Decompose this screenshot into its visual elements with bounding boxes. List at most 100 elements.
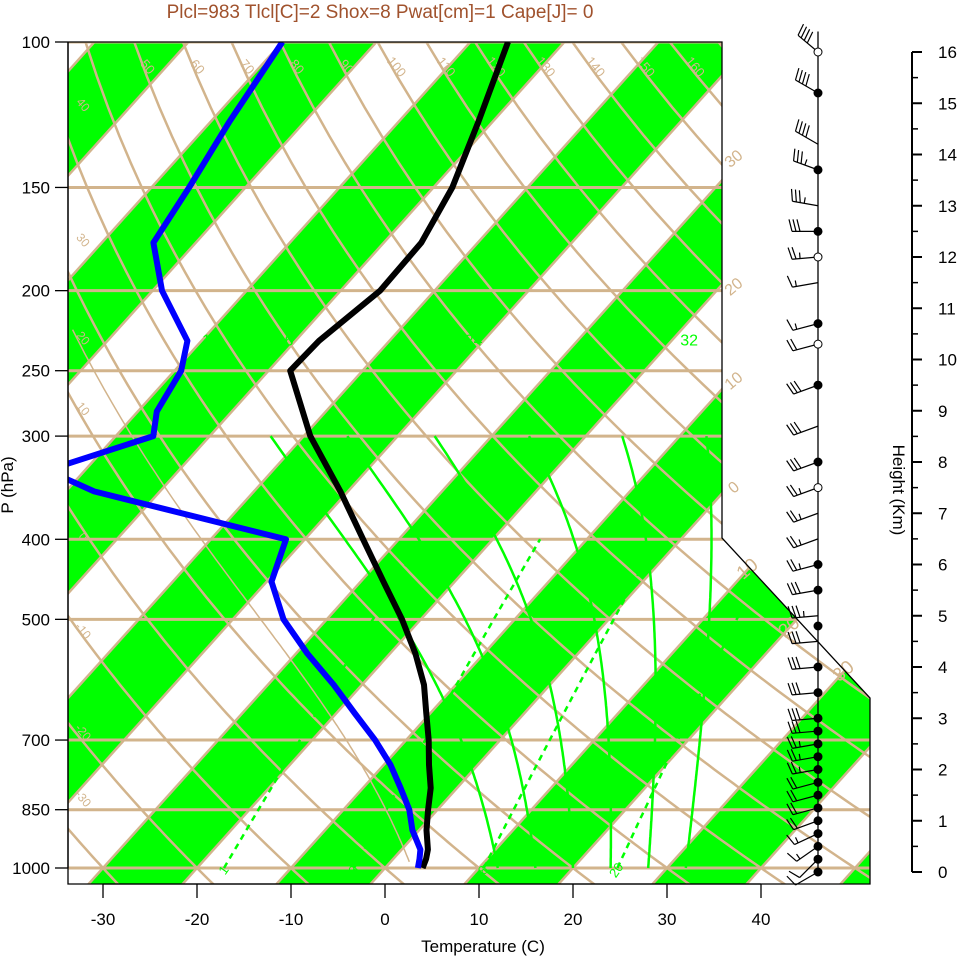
wind-barb-flag: [793, 457, 802, 469]
height-axis-label: Height (Km): [889, 445, 908, 536]
wind-marker: [813, 841, 823, 851]
moist-adiabat-label: 16: [276, 333, 294, 350]
wind-barb-flag: [786, 736, 793, 749]
wind-barb-staff: [792, 640, 819, 645]
y-tick-label: 500: [22, 610, 50, 629]
wind-barb-flag: [789, 382, 798, 393]
wind-barb-flag: [801, 123, 807, 136]
wind-marker: [813, 854, 823, 864]
temperature-band: [68, 42, 565, 884]
wind-barb-flag: [795, 656, 801, 669]
wind-barb-flag: [797, 23, 805, 36]
mixing-ratio-label: 1: [215, 863, 231, 878]
wind-barb-flag: [791, 682, 797, 695]
dry-adiabat: [84, 42, 788, 884]
mixing-ratio-label: 20: [606, 860, 627, 880]
wind-barb-flag: [794, 67, 800, 81]
wind-barb-flag: [786, 583, 793, 595]
wind-barb-half: [803, 197, 806, 204]
isotherm: [68, 42, 472, 884]
wind-barb-flag: [790, 559, 798, 571]
wind-marker: [813, 867, 823, 877]
wind-marker: [813, 790, 823, 800]
wind-barb-half: [794, 323, 798, 330]
wind-barb-flag: [790, 776, 798, 789]
x-tick-label: -20: [185, 910, 210, 929]
height-tick-label: 4: [938, 658, 947, 677]
wind-barb-half: [798, 539, 802, 546]
temperature-band: [68, 42, 377, 884]
isotherm-label: 0: [725, 479, 743, 498]
y-tick-label: 400: [22, 530, 50, 549]
dry-adiabat: [133, 42, 870, 884]
wind-marker: [813, 688, 823, 698]
wind-barb-flag: [791, 605, 797, 618]
wind-marker: [813, 765, 823, 774]
wind-barb-flag: [801, 71, 807, 85]
mixing-ratio-line: [482, 538, 659, 869]
y-tick-label: 1000: [12, 859, 50, 878]
dry-adiabat: [327, 42, 870, 884]
wind-barb-flag: [789, 423, 798, 434]
wind-barb-flag: [795, 720, 801, 733]
wind-barb-flag: [786, 319, 794, 331]
wind-barb-flag: [786, 749, 793, 762]
isotherm: [650, 42, 870, 884]
height-tick-label: 8: [938, 453, 947, 472]
wind-barb-flag: [790, 338, 798, 351]
wind-marker: [813, 585, 823, 595]
moist-adiabat-label: 24: [465, 333, 483, 350]
wind-barb-flag: [787, 606, 793, 619]
wind-barb-staff: [793, 512, 819, 523]
height-tick-label: 10: [938, 351, 957, 370]
wind-barb-flag: [786, 852, 798, 862]
wind-barb-flag: [786, 819, 795, 830]
height-tick-label: 2: [938, 761, 947, 780]
wind-barb-half: [798, 487, 802, 494]
wind-barb-flag: [786, 834, 795, 845]
x-tick-label: 30: [658, 910, 677, 929]
dry-adiabat: [425, 42, 870, 884]
wind-barb-flag: [796, 149, 800, 163]
wind-barb-flag: [788, 219, 793, 232]
wind-barb-flag: [790, 582, 797, 595]
wind-barb-half: [798, 753, 801, 760]
wind-barb-flag: [805, 125, 810, 138]
wind-marker: [813, 226, 823, 236]
wind-barb-flag: [786, 790, 794, 803]
wind-marker: [813, 380, 823, 390]
wind-marker: [813, 816, 823, 826]
wind-barb-flag: [789, 817, 798, 829]
mixing-ratio-line: [353, 538, 542, 869]
wind-barb-half: [794, 837, 799, 844]
wind-barb-flag: [786, 485, 795, 497]
moist-adiabat: [269, 435, 500, 869]
wind-barb-flag: [791, 721, 797, 734]
wind-barb-flag: [788, 870, 800, 879]
wind-barb-flag: [800, 26, 808, 39]
dry-adiabat: [68, 42, 597, 884]
x-tick-label: -30: [91, 910, 116, 929]
wind-barb-flag: [795, 631, 801, 644]
isotherm: [68, 42, 660, 884]
moist-adiabat: [527, 435, 613, 868]
isotherm-label: 30: [722, 147, 747, 172]
wind-barb-flag: [786, 777, 794, 790]
wind-barb-flag: [789, 458, 798, 470]
wind-barb-flag: [787, 721, 793, 734]
wind-barb-staff: [792, 200, 819, 207]
wind-marker: [813, 713, 823, 723]
x-tick-label: 20: [564, 910, 583, 929]
wind-marker: [813, 829, 823, 839]
x-axis: -30 -20 -10 0 10 20 30 40: [91, 883, 770, 929]
isotherm-label: 20: [722, 275, 747, 300]
wind-barb-flag: [789, 535, 798, 547]
wind-barb-flag: [794, 119, 800, 132]
x-tick-label: -10: [279, 910, 304, 929]
dry-adiabat: [279, 42, 870, 884]
wind-marker: [813, 726, 823, 736]
wind-marker: [813, 165, 823, 175]
wind-marker: [813, 739, 823, 749]
wind-barb-flag: [786, 460, 795, 472]
